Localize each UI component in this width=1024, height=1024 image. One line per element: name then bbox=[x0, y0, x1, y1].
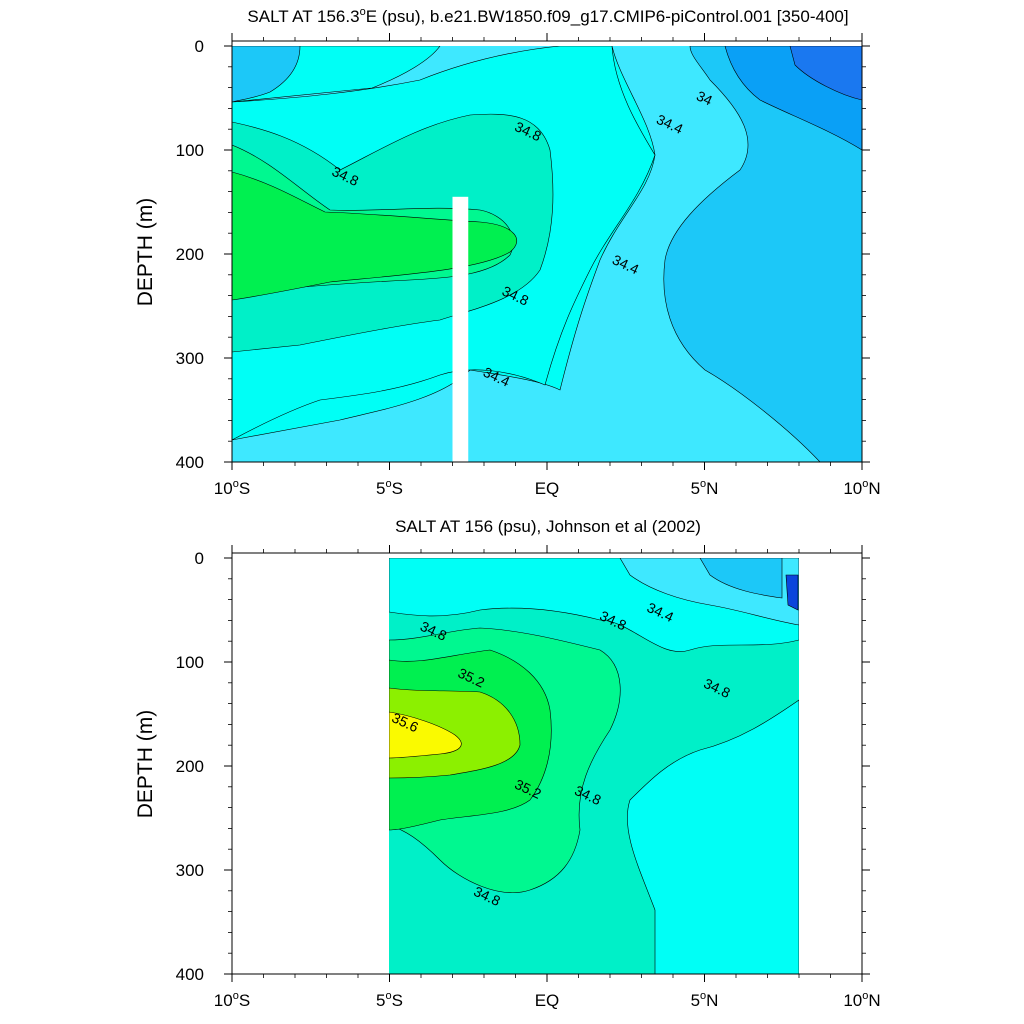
top-x-axis: 10oS 5oS EQ 5oN 10oN bbox=[214, 33, 881, 498]
top-salinity-field bbox=[232, 46, 862, 462]
y-tick-label: 100 bbox=[176, 141, 204, 160]
x-tick-label: EQ bbox=[535, 991, 560, 1010]
x-tick-label: EQ bbox=[535, 479, 560, 498]
bottom-y-axis: 0 100 200 300 400 bbox=[176, 549, 870, 984]
y-tick-label: 200 bbox=[176, 245, 204, 264]
x-tick-label: 10oS bbox=[214, 990, 250, 1010]
top-band-34.2-east bbox=[663, 46, 862, 462]
top-panel: SALT AT 156.3oE (psu), b.e21.BW1850.f09_… bbox=[134, 6, 881, 498]
top-band-34.2-west bbox=[232, 46, 301, 103]
x-tick-label: 10oS bbox=[214, 478, 250, 498]
y-tick-label: 400 bbox=[176, 965, 204, 984]
x-tick-label: 5oN bbox=[691, 990, 719, 1010]
y-tick-label: 0 bbox=[195, 549, 204, 568]
bottom-band-33.6 bbox=[785, 574, 799, 611]
y-tick-label: 100 bbox=[176, 653, 204, 672]
top-band-35.2 bbox=[232, 171, 517, 301]
y-tick-label: 300 bbox=[176, 349, 204, 368]
x-tick-label: 5oS bbox=[376, 478, 403, 498]
top-y-axis-label: DEPTH (m) bbox=[134, 198, 157, 307]
contour-label: 34 bbox=[694, 87, 715, 108]
top-chart-title: SALT AT 156.3oE (psu), b.e21.BW1850.f09_… bbox=[247, 6, 848, 26]
x-tick-label: 5oN bbox=[691, 478, 719, 498]
x-tick-label: 10oN bbox=[843, 478, 880, 498]
x-tick-label: 5oS bbox=[376, 990, 403, 1010]
y-tick-label: 300 bbox=[176, 861, 204, 880]
bottom-band-35.6 bbox=[389, 711, 462, 759]
bottom-panel: SALT AT 156 (psu), Johnson et al (2002) … bbox=[134, 517, 881, 1010]
bottom-band-34.2 bbox=[699, 558, 783, 599]
bottom-x-axis: 10oS 5oS EQ 5oN 10oN bbox=[214, 545, 881, 1010]
x-tick-label: 10oN bbox=[843, 990, 880, 1010]
y-tick-label: 0 bbox=[195, 37, 204, 56]
top-missing-column bbox=[452, 196, 469, 462]
bottom-band-34.6-lower bbox=[627, 699, 799, 974]
bottom-chart-title: SALT AT 156 (psu), Johnson et al (2002) bbox=[395, 517, 701, 536]
y-tick-label: 200 bbox=[176, 757, 204, 776]
bottom-y-axis-label: DEPTH (m) bbox=[134, 710, 157, 819]
bottom-salinity-field bbox=[389, 558, 799, 974]
top-y-axis: 0 100 200 300 400 bbox=[176, 37, 870, 472]
y-tick-label: 400 bbox=[176, 453, 204, 472]
